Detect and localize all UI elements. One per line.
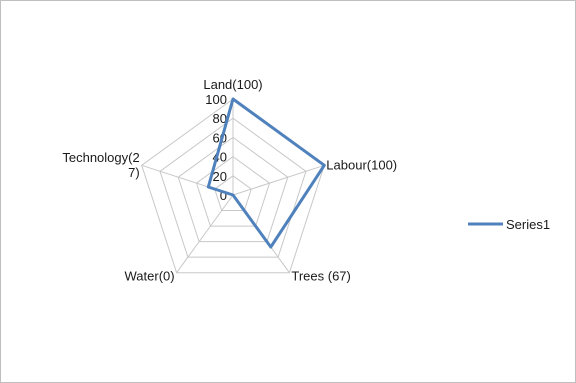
category-label-4: Technology(2 7)	[62, 150, 139, 180]
grid-ring-60	[177, 136, 289, 243]
tick-label-100: 100	[205, 92, 227, 107]
tick-label-20: 20	[213, 169, 227, 184]
grid-ring-20	[214, 175, 252, 211]
grid-layer	[141, 98, 325, 274]
grid-ring-40	[195, 155, 271, 227]
tick-label-0: 0	[220, 188, 227, 203]
category-label-1: Labour(100)	[326, 157, 397, 172]
legend-label-series1: Series1	[506, 217, 550, 232]
grid-ring-80	[159, 117, 307, 258]
category-labels: Land(100) Labour(100) Trees (67) Water(0) Te…	[62, 77, 397, 284]
series-layer	[206, 97, 326, 249]
series-line-0	[206, 97, 326, 249]
category-label-0: Land(100)	[203, 77, 262, 92]
spoke-1	[232, 164, 325, 196]
legend: Series1	[468, 217, 550, 232]
category-label-3: Water(0)	[125, 269, 175, 284]
tick-label-80: 80	[213, 111, 227, 126]
category-label-2: Trees (67)	[291, 269, 350, 284]
spoke-3	[176, 194, 234, 273]
